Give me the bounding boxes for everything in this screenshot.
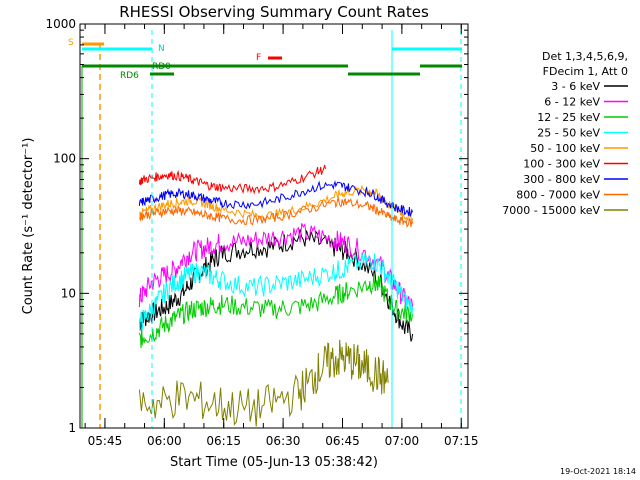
legend-label: 12 - 25 keV [537, 111, 600, 124]
series-line-9 [138, 339, 389, 427]
x-tick-label: 07:00 [385, 434, 420, 448]
flag-s-label: S [68, 38, 74, 48]
legend-label: 6 - 12 keV [544, 96, 600, 109]
x-axis-ticks: 05:45 06:00 06:15 06:30 06:45 07:00 07:15 [84, 24, 479, 448]
y-tick-label: 100 [53, 152, 76, 166]
series-line-5 [139, 184, 414, 223]
x-tick-label: 06:45 [325, 434, 360, 448]
y-axis-label: Count Rate (s⁻¹ detector⁻¹) [21, 138, 36, 315]
legend-label: 300 - 800 keV [523, 173, 600, 186]
series-line-7 [138, 180, 414, 217]
series-line-4 [138, 252, 414, 331]
legend-label: 7000 - 15000 keV [502, 204, 600, 217]
x-tick-label: 05:45 [88, 434, 123, 448]
y-tick-label: 10 [61, 286, 76, 300]
x-axis-label: Start Time (05-Jun-13 05:38:42) [170, 455, 378, 470]
generated-timestamp: 19-Oct-2021 18:14 [560, 467, 636, 476]
series-line-1 [138, 229, 414, 342]
x-tick-label: 06:00 [147, 434, 182, 448]
series-layer [138, 164, 414, 427]
series-line-6 [138, 164, 326, 195]
legend-label: 25 - 50 keV [537, 127, 600, 140]
x-tick-label: 06:30 [266, 434, 301, 448]
legend-label: 3 - 6 keV [551, 80, 600, 93]
flag-n-label: N [158, 44, 165, 54]
status-overlays: S N F RD0 RD6 [68, 30, 462, 428]
series-line-3 [138, 273, 414, 349]
legend-label: 800 - 7000 keV [516, 189, 600, 202]
legend-label: 50 - 100 keV [530, 142, 600, 155]
legend-header-1: Det 1,3,4,5,6,9, [542, 50, 628, 63]
plot-frame [79, 23, 469, 429]
series-line-8 [139, 197, 414, 229]
y-tick-label: 1000 [45, 17, 76, 31]
legend-header-2: FDecim 1, Att 0 [543, 65, 628, 78]
flag-rd0-label: RD0 [152, 62, 171, 72]
flag-rd6-label: RD6 [120, 71, 139, 81]
chart-title: RHESSI Observing Summary Count Rates [119, 3, 429, 21]
x-tick-label: 07:15 [444, 434, 479, 448]
x-tick-label: 06:15 [206, 434, 241, 448]
plot-area [80, 24, 468, 428]
flag-f-label: F [256, 53, 261, 63]
axes [79, 23, 469, 429]
y-axis-ticks: 1 10 100 1000 [45, 17, 468, 435]
legend: Det 1,3,4,5,6,9, FDecim 1, Att 0 3 - 6 k… [502, 50, 628, 217]
y-tick-label: 1 [68, 421, 76, 435]
legend-label: 100 - 300 keV [523, 158, 600, 171]
